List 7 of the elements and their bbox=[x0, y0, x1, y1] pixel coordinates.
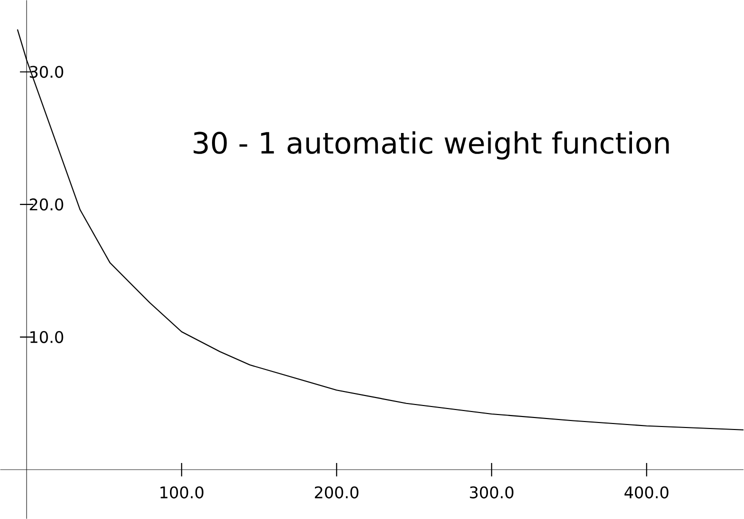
x-tick-label: 200.0 bbox=[314, 486, 358, 498]
x-tick-label: 100.0 bbox=[160, 486, 204, 498]
y-tick-label: 10.0 bbox=[30, 331, 64, 344]
text: 30 - 1 automatic weight function bbox=[194, 131, 669, 160]
y-tick-label: 20.0 bbox=[30, 198, 64, 211]
x-tick-label: 400.0 bbox=[624, 486, 668, 498]
x-tick-label: 300.0 bbox=[470, 486, 514, 498]
